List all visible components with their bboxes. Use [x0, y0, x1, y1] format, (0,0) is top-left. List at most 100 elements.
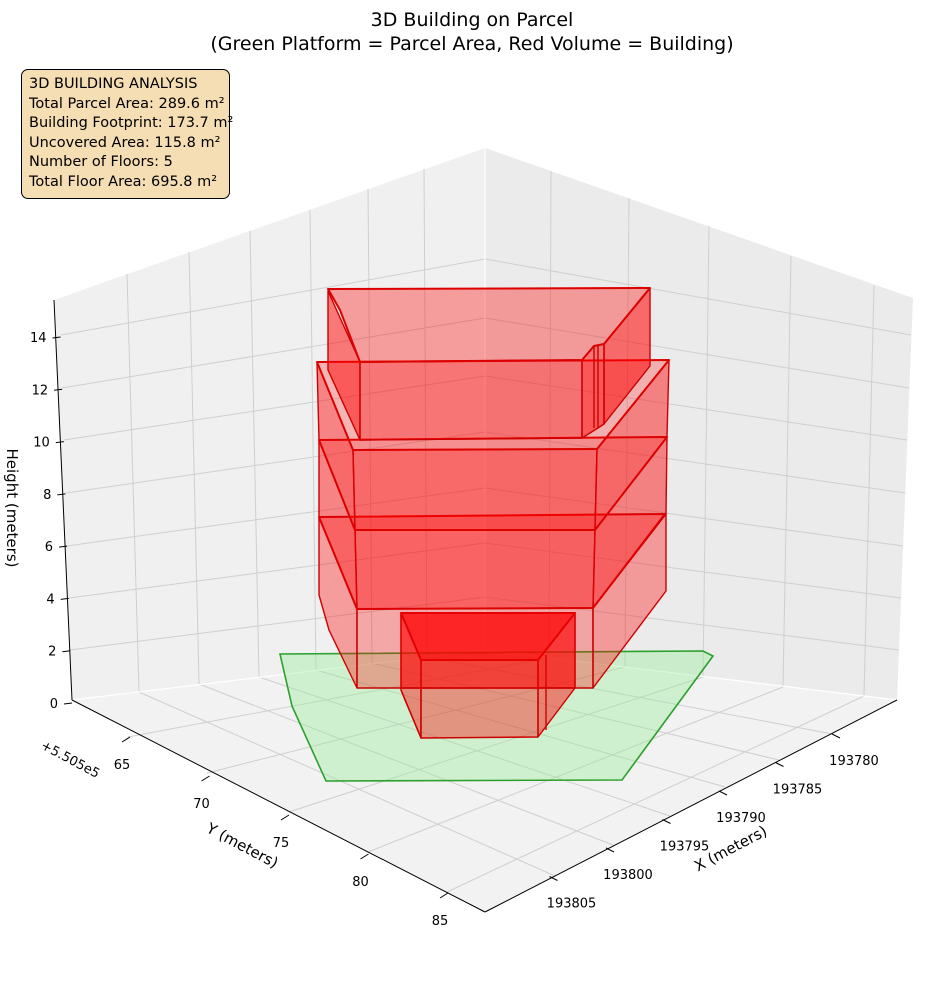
x-tick: [605, 847, 615, 853]
stats-line: Number of Floors: 5: [29, 154, 173, 171]
chart-title: 3D Building on Parcel: [371, 9, 574, 31]
floor-5-top: [327, 287, 651, 363]
z-tick: [55, 441, 64, 444]
z-tick-label: 8: [43, 488, 51, 503]
gridline: [782, 255, 792, 688]
gridline: [127, 657, 550, 738]
z-tick: [59, 545, 68, 548]
x-tick-label: 193780: [829, 754, 879, 769]
gridline: [69, 596, 486, 651]
gridline: [60, 258, 486, 336]
z-tick: [63, 702, 73, 705]
gridline: [65, 431, 486, 494]
x-tick-group: 193780 193785 193790 193795 193800 193805: [547, 733, 879, 912]
gridline: [367, 686, 784, 853]
gridline: [288, 676, 704, 813]
z-tick: [62, 650, 71, 653]
z-tick-group: 0 2 4 6 8 10 12 14: [30, 331, 73, 712]
gridline: [426, 656, 833, 735]
z-tick: [57, 493, 66, 496]
x-tick-label: 193795: [660, 840, 710, 855]
gridline: [371, 662, 780, 761]
x-tick: [775, 762, 784, 767]
y-tick: [280, 814, 290, 821]
gridline: [138, 691, 556, 877]
y-tick-label: 85: [432, 914, 449, 929]
gridline: [624, 197, 630, 668]
y-tick-group: 65 70 75 80 85: [114, 736, 449, 929]
x-tick-label: 193800: [603, 868, 653, 883]
back-wall-left: [54, 148, 485, 700]
floor-5-notch: [581, 343, 605, 439]
ground-floor-left-chamfer: [400, 689, 422, 739]
gridline: [309, 209, 317, 671]
z-axis: 0 2 4 6 8 10 12 14 Height (meters): [3, 299, 73, 712]
gridline: [484, 542, 902, 599]
y-tick-label: 75: [273, 836, 290, 851]
y-tick: [201, 775, 210, 782]
x-tick: [662, 819, 671, 824]
gridline: [61, 317, 486, 389]
y-tick-label: 80: [352, 875, 369, 890]
gridline: [249, 230, 260, 678]
y-tick: [121, 736, 131, 743]
y-tick-label: 65: [114, 758, 131, 773]
floor-2-top: [318, 513, 666, 610]
stats-line: Total Floor Area: 695.8 m²: [29, 173, 218, 190]
x-axis-line: [484, 699, 898, 913]
z-tick: [54, 388, 63, 391]
y-offset-label: +5.505e5: [38, 738, 102, 781]
z-tick-label: 6: [45, 540, 53, 555]
stats-line: Uncovered Area: 115.8 m²: [29, 134, 221, 151]
gridline: [702, 225, 710, 678]
stats-heading: 3D BUILDING ANALYSIS: [29, 76, 198, 92]
back-wall-right: [485, 148, 913, 700]
gridline: [66, 487, 486, 547]
gridline: [206, 666, 626, 774]
gridline: [68, 542, 486, 599]
z-tick-label: 2: [48, 645, 56, 660]
z-axis-line: [53, 299, 73, 701]
gridline: [423, 168, 428, 658]
y-tick-label: 70: [193, 797, 210, 812]
gridline: [484, 375, 908, 441]
gridline: [315, 669, 726, 788]
gridline: [258, 676, 671, 817]
y-axis-label: Y (meters): [203, 819, 282, 872]
gridline: [484, 317, 910, 389]
floor-5-front: [359, 359, 583, 441]
x-tick: [549, 876, 558, 881]
gridline: [188, 251, 200, 685]
x-tick: [831, 733, 841, 739]
pane-edge: [484, 649, 898, 701]
building-volume: [316, 287, 670, 739]
x-tick-label: 193790: [716, 811, 766, 826]
z-tick-label: 10: [33, 436, 50, 451]
z-tick: [60, 597, 69, 600]
stats-box: 3D BUILDING ANALYSIS Total Parcel Area: …: [21, 69, 233, 199]
gridline: [484, 431, 906, 494]
gridline: [446, 695, 865, 893]
z-axis-label: Height (meters): [3, 449, 21, 568]
y-tick: [439, 892, 449, 899]
z-tick-label: 4: [46, 592, 54, 607]
x-tick-label: 193785: [773, 783, 823, 798]
gridline: [484, 258, 912, 336]
y-axis-line: [71, 699, 486, 913]
gridline: [863, 285, 875, 697]
gridlines: [60, 148, 912, 893]
stats-line: Total Parcel Area: 289.6 m²: [29, 95, 225, 112]
x-tick: [718, 790, 728, 796]
pane-walls: [54, 148, 913, 912]
floor-1-front: [356, 607, 594, 689]
pane-edge: [71, 649, 486, 701]
pane-edges: [71, 148, 898, 701]
gridline: [63, 375, 486, 441]
z-tick-label: 14: [30, 331, 47, 346]
gridline: [367, 188, 373, 664]
z-tick-label: 12: [32, 383, 49, 398]
y-tick: [360, 853, 369, 860]
chart-subtitle: (Green Platform = Parcel Area, Red Volum…: [210, 33, 733, 55]
gridline: [484, 596, 900, 651]
